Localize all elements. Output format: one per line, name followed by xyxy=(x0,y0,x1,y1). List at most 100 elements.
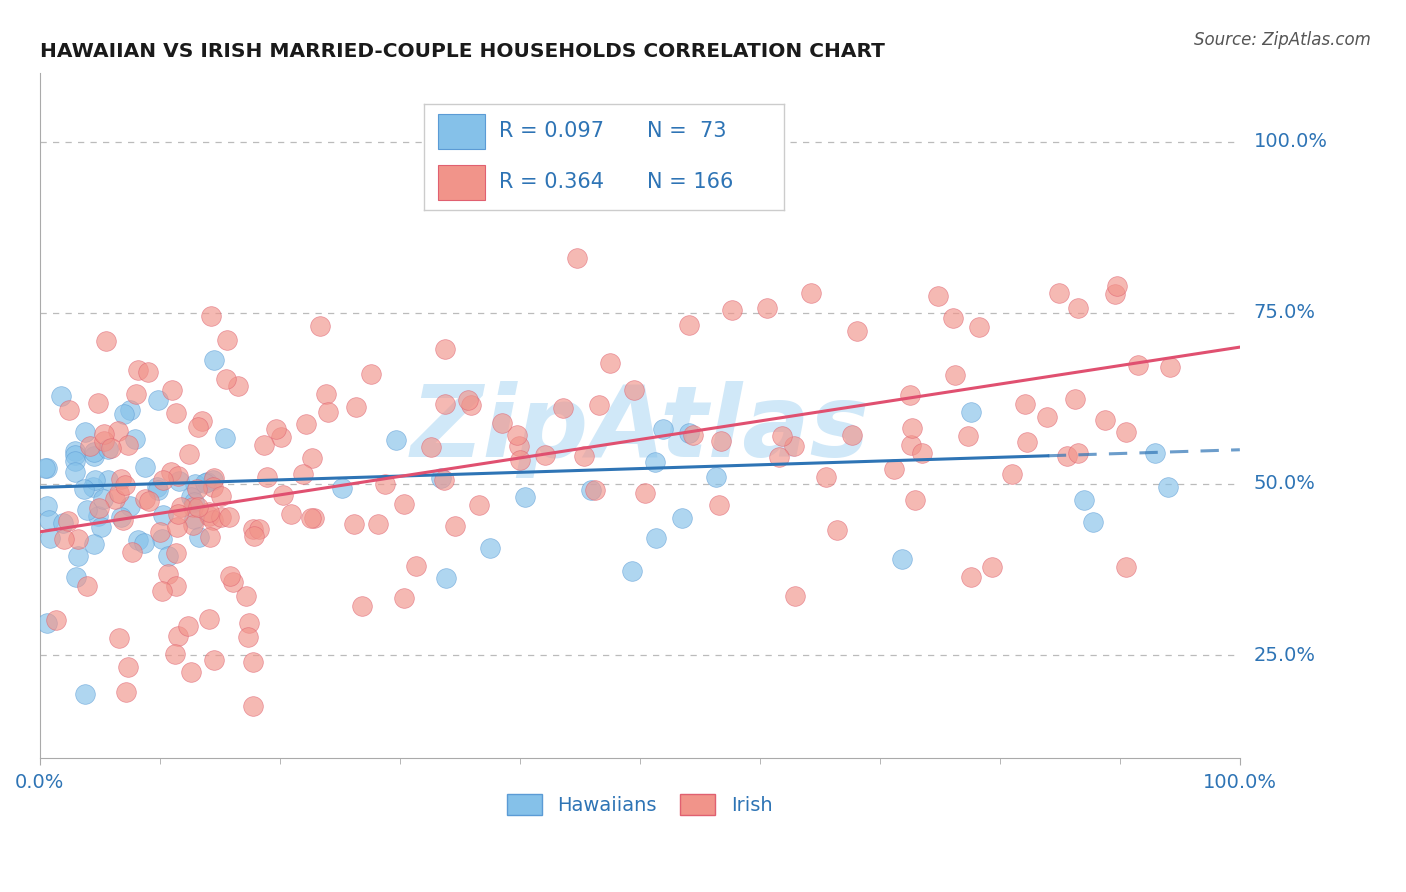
Point xyxy=(114,478,136,492)
Point xyxy=(120,500,142,514)
Point xyxy=(981,559,1004,574)
Point xyxy=(551,401,574,415)
Point xyxy=(165,545,187,559)
Point xyxy=(94,334,117,349)
Point xyxy=(704,470,727,484)
Point xyxy=(52,533,75,547)
Point xyxy=(671,511,693,525)
Point xyxy=(112,407,135,421)
Point xyxy=(644,455,666,469)
Point xyxy=(385,433,408,447)
Point xyxy=(845,324,868,338)
Point xyxy=(827,523,849,537)
Point xyxy=(127,363,149,377)
Point xyxy=(678,425,700,440)
Point xyxy=(66,549,89,563)
Point xyxy=(253,438,276,452)
Point xyxy=(309,318,332,333)
Point xyxy=(132,536,155,550)
Point xyxy=(93,426,115,441)
Point xyxy=(202,652,225,666)
Point xyxy=(1001,467,1024,481)
Point xyxy=(621,564,644,578)
Point xyxy=(360,367,382,381)
Point xyxy=(1066,446,1088,460)
Point xyxy=(214,431,236,445)
Point xyxy=(271,488,294,502)
Text: ZipAtlas: ZipAtlas xyxy=(411,381,869,478)
Point xyxy=(911,446,934,460)
Point xyxy=(770,428,793,442)
Point xyxy=(800,286,823,301)
Point xyxy=(467,498,489,512)
Point xyxy=(291,467,314,481)
Point xyxy=(63,443,86,458)
Point xyxy=(901,421,924,435)
Point xyxy=(146,481,169,495)
Point xyxy=(904,492,927,507)
Point xyxy=(579,483,602,497)
Point xyxy=(108,486,131,500)
Point xyxy=(187,500,209,514)
Text: 75.0%: 75.0% xyxy=(1254,303,1316,322)
Point xyxy=(479,541,502,555)
Point xyxy=(457,393,479,408)
Point xyxy=(180,665,202,679)
Point xyxy=(93,492,115,507)
Point xyxy=(534,448,557,462)
Point xyxy=(1056,449,1078,463)
Point xyxy=(66,532,89,546)
Point xyxy=(157,549,180,563)
Point xyxy=(82,480,104,494)
Point xyxy=(238,616,260,631)
Point xyxy=(149,525,172,540)
Point xyxy=(209,489,232,503)
Point xyxy=(65,448,87,462)
Point xyxy=(180,490,202,504)
Point xyxy=(572,449,595,463)
Point xyxy=(73,482,96,496)
Point xyxy=(65,569,87,583)
Point xyxy=(120,403,142,417)
Point xyxy=(623,383,645,397)
Point xyxy=(243,529,266,543)
Point xyxy=(783,590,806,604)
Point xyxy=(152,473,174,487)
Point xyxy=(156,567,179,582)
Point xyxy=(202,470,225,484)
Point xyxy=(76,502,98,516)
Point xyxy=(45,613,67,627)
Point xyxy=(634,486,657,500)
Point xyxy=(160,465,183,479)
Point xyxy=(1157,480,1180,494)
Point xyxy=(302,511,325,525)
Point xyxy=(58,402,80,417)
Point xyxy=(166,629,188,643)
Point xyxy=(136,365,159,379)
Point xyxy=(506,428,529,442)
Point xyxy=(1047,285,1070,300)
Point xyxy=(38,513,60,527)
Point xyxy=(186,482,208,496)
Point xyxy=(190,414,212,428)
Point xyxy=(215,372,238,386)
Point xyxy=(960,570,983,584)
Point xyxy=(256,469,278,483)
Point xyxy=(242,655,264,669)
Point xyxy=(891,552,914,566)
Point xyxy=(117,438,139,452)
Point xyxy=(165,406,187,420)
Point xyxy=(89,500,111,515)
Point xyxy=(645,531,668,545)
Point xyxy=(960,405,983,419)
Point xyxy=(181,518,204,533)
Point xyxy=(97,442,120,456)
Point xyxy=(87,396,110,410)
Point xyxy=(167,469,190,483)
Point xyxy=(83,444,105,458)
Point xyxy=(177,619,200,633)
Point xyxy=(183,495,205,509)
Point xyxy=(127,533,149,547)
Point xyxy=(201,480,224,494)
Point xyxy=(170,500,193,514)
